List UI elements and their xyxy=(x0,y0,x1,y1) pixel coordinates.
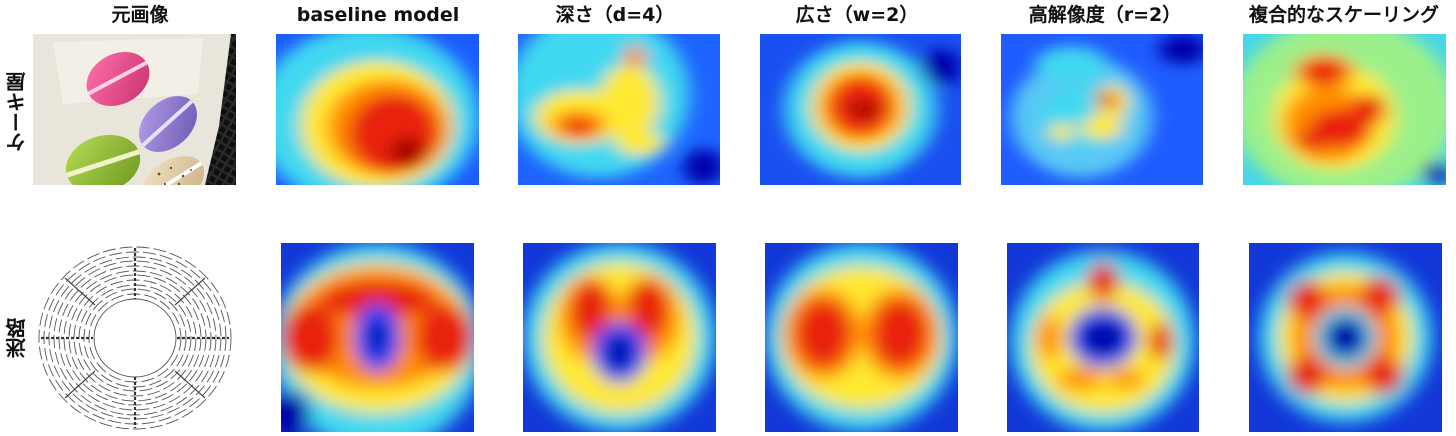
heatmap-bakery-width xyxy=(760,34,961,185)
original-image-maze xyxy=(35,243,234,432)
heatmap-maze-depth xyxy=(523,243,716,432)
column-header-depth: 深さ（d=4） xyxy=(555,4,675,26)
heatmap-maze-resolution xyxy=(1007,243,1199,432)
column-header-baseline: baseline model xyxy=(296,4,460,26)
heatmap-bakery-baseline xyxy=(276,34,479,185)
heatmap-maze-width xyxy=(765,243,958,432)
heatmap-bakery-compound xyxy=(1243,34,1446,185)
column-header-resolution: 高解像度（r=2） xyxy=(1028,4,1182,26)
heatmap-bakery-depth xyxy=(518,34,720,185)
original-image-bakery xyxy=(33,34,236,185)
row-label-maze: 迷路 xyxy=(5,318,29,358)
heatmap-maze-compound xyxy=(1249,243,1442,432)
row-label-bakery: ケーキ屋 xyxy=(5,72,29,152)
column-header-width: 広さ（w=2） xyxy=(795,4,919,26)
column-header-compound: 複合的なスケーリング xyxy=(1248,4,1439,26)
heatmap-maze-baseline xyxy=(281,243,474,432)
heatmap-bakery-resolution xyxy=(1001,34,1203,185)
column-header-original: 元画像 xyxy=(111,4,169,26)
